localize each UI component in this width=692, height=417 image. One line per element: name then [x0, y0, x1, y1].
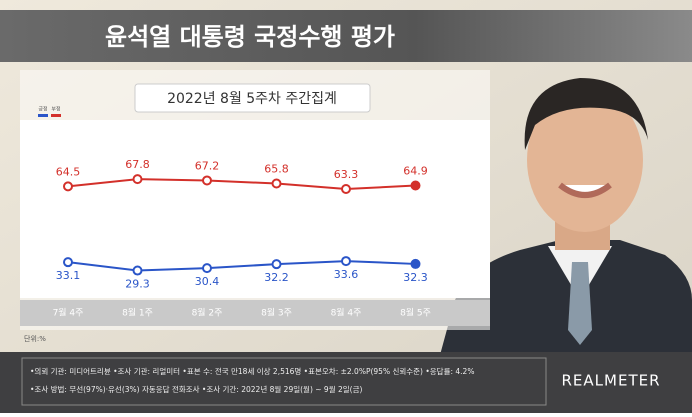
point — [202, 263, 212, 274]
x-tick-label: 8월 3주 — [261, 307, 292, 319]
category-band — [20, 300, 490, 326]
x-tick-label: 7월 4주 — [53, 307, 84, 319]
subtitle: 2022년 8월 5주차 주간집계 — [167, 91, 337, 107]
footer-line: •의뢰 기관: 미디어트리뷴 •조사 기관: 리얼미터 •표본 수: 전국 만1… — [30, 366, 474, 376]
value-label: 64.5 — [56, 165, 81, 178]
value-label: 63.3 — [334, 168, 359, 181]
header-band — [0, 10, 692, 62]
legend-label: 긍정 — [38, 106, 47, 113]
series-line — [67, 260, 416, 272]
legend-swatch — [38, 114, 48, 117]
point — [341, 184, 351, 195]
value-label: 32.3 — [403, 271, 428, 284]
plot-area — [20, 120, 490, 298]
value-label: 32.2 — [264, 271, 289, 284]
point — [63, 257, 73, 268]
x-tick-label: 8월 1주 — [122, 307, 153, 319]
value-label: 33.6 — [334, 268, 359, 281]
subtitle-box — [134, 83, 371, 113]
x-tick-label: 8월 2주 — [192, 307, 223, 319]
value-label: 33.1 — [56, 269, 81, 282]
chart-title: 윤석열 대통령 국정수행 평가 — [105, 23, 395, 51]
legend-label: 부정 — [51, 106, 60, 113]
point — [132, 265, 143, 276]
value-label: 65.8 — [264, 163, 289, 176]
value-label: 67.2 — [195, 159, 220, 172]
point — [132, 174, 143, 185]
point — [410, 180, 421, 191]
x-tick-label: 8월 5주 — [400, 307, 431, 319]
point — [202, 175, 212, 186]
value-label: 29.3 — [125, 278, 150, 291]
point — [410, 258, 421, 269]
logo: REALMETER — [562, 372, 661, 390]
legend-swatch — [51, 114, 61, 117]
point — [63, 181, 73, 192]
photo — [440, 78, 692, 355]
point — [341, 256, 351, 267]
series-line — [67, 178, 416, 191]
x-tick-label: 8월 4주 — [331, 307, 362, 319]
unit-label: 단위:% — [24, 334, 46, 343]
point — [271, 259, 282, 270]
point — [271, 178, 282, 189]
value-label: 67.8 — [125, 158, 150, 171]
value-label: 64.9 — [403, 165, 428, 178]
footer-band — [0, 352, 692, 413]
footer-line: •조사 방법: 무선(97%)·유선(3%) 자동응답 전화조사 •조사 기간:… — [30, 384, 362, 394]
footer-box — [21, 357, 547, 406]
value-label: 30.4 — [195, 275, 220, 288]
